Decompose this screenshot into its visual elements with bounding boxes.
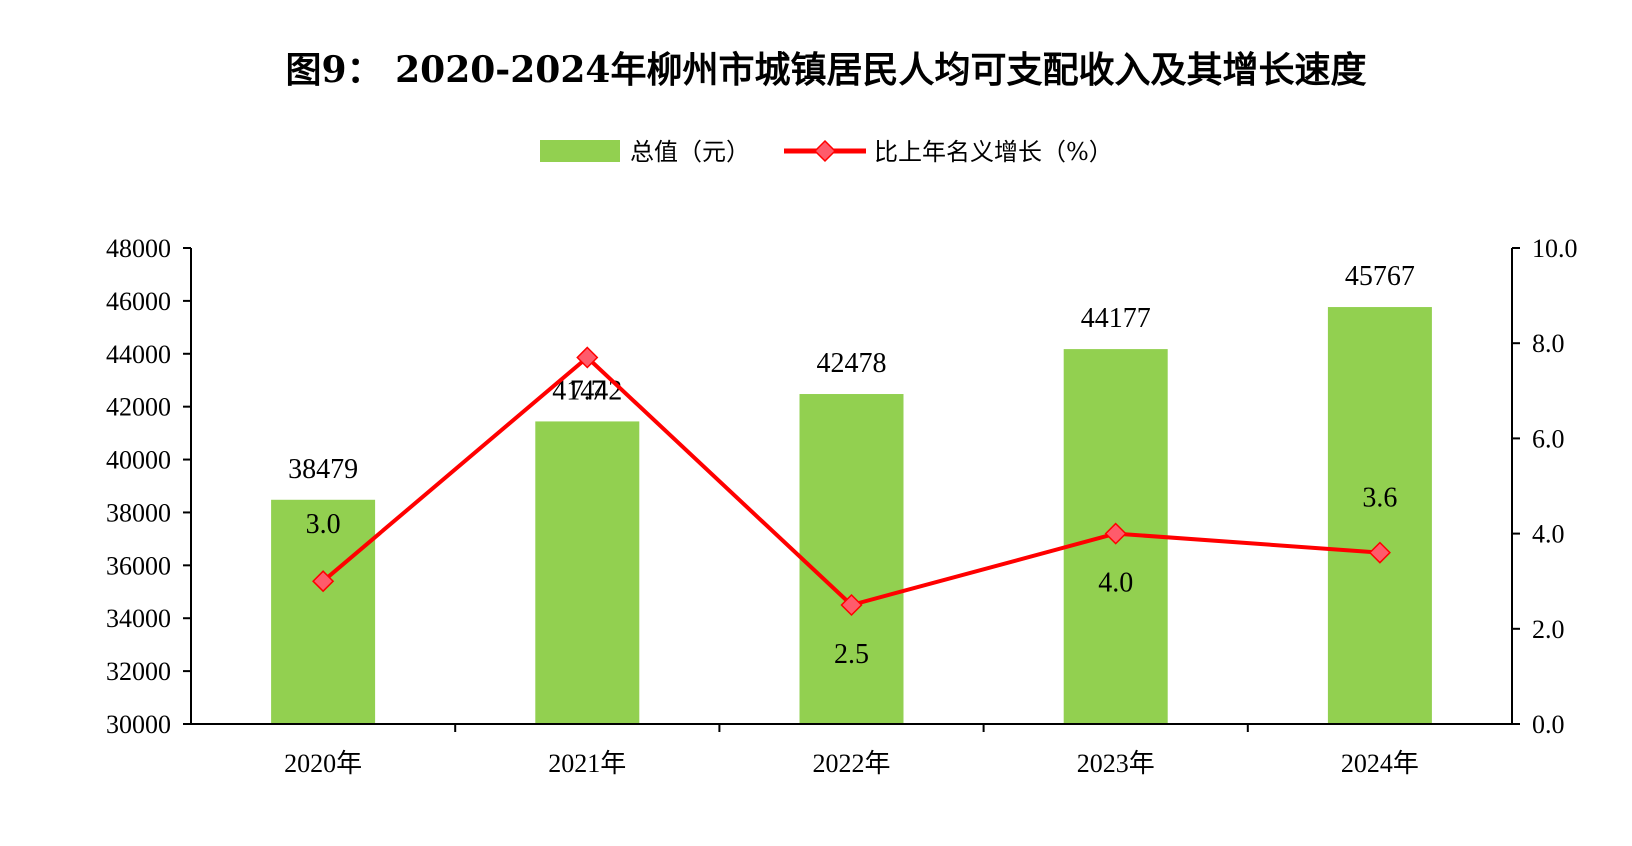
y-left-tick-label: 44000	[106, 340, 171, 369]
line-value-label: 7.7	[570, 375, 605, 406]
x-tick-label: 2023年	[1077, 749, 1155, 778]
legend-line-label: 比上年名义增长（%）	[874, 138, 1113, 166]
y-left-tick-label: 42000	[106, 393, 171, 422]
line-value-label: 3.6	[1362, 483, 1397, 514]
y-left-tick-label: 38000	[106, 498, 171, 527]
y-left-tick-label: 34000	[106, 604, 171, 633]
plot-area: 30000 32000 34000 36000 38000 40000 42000 44000…	[106, 234, 1578, 778]
y-left-tick-label: 36000	[106, 551, 171, 580]
x-tick-label: 2022年	[812, 749, 890, 778]
y-left-tick-label: 48000	[106, 234, 171, 263]
y-right-tick-label: 6.0	[1532, 424, 1565, 453]
bar	[1327, 307, 1432, 724]
chart-title: 图9： 2020-2024年柳州市城镇居民人均可支配收入及其增长速度	[286, 49, 1367, 91]
line-point	[576, 346, 599, 369]
bar-value-label: 42478	[817, 348, 887, 379]
line-value-label: 2.5	[834, 639, 869, 670]
line-point	[312, 570, 335, 593]
y-right-tick-label: 0.0	[1532, 710, 1565, 739]
bar	[799, 394, 904, 724]
line-point	[840, 593, 863, 617]
bar	[535, 421, 640, 724]
line-point	[1368, 541, 1391, 564]
y-right-tick-label: 2.0	[1532, 615, 1565, 644]
line-point	[1104, 522, 1127, 545]
y-left-tick-label: 30000	[106, 710, 171, 739]
line-value-label: 3.0	[306, 509, 341, 540]
line-value-label: 4.0	[1098, 568, 1133, 599]
y-right-tick-label: 10.0	[1532, 234, 1578, 263]
legend: 总值（元） 比上年名义增长（%）	[540, 138, 1113, 166]
bar	[271, 499, 376, 724]
y-left-tick-label: 46000	[106, 287, 171, 316]
x-tick-label: 2021年	[548, 749, 626, 778]
y-left-tick-label: 40000	[106, 446, 171, 475]
x-tick-label: 2024年	[1341, 749, 1419, 778]
bar-value-label: 45767	[1345, 261, 1415, 292]
x-tick-label: 2020年	[284, 749, 362, 778]
bar-value-label: 44177	[1081, 303, 1151, 334]
y-right-tick-label: 8.0	[1532, 329, 1565, 358]
y-right-tick-label: 4.0	[1532, 520, 1565, 549]
legend-bar-swatch	[540, 140, 620, 162]
bar-value-label: 38479	[288, 454, 358, 485]
legend-bar-label: 总值（元）	[630, 138, 750, 166]
y-left-tick-label: 32000	[106, 657, 171, 686]
legend-line-marker	[813, 139, 837, 163]
